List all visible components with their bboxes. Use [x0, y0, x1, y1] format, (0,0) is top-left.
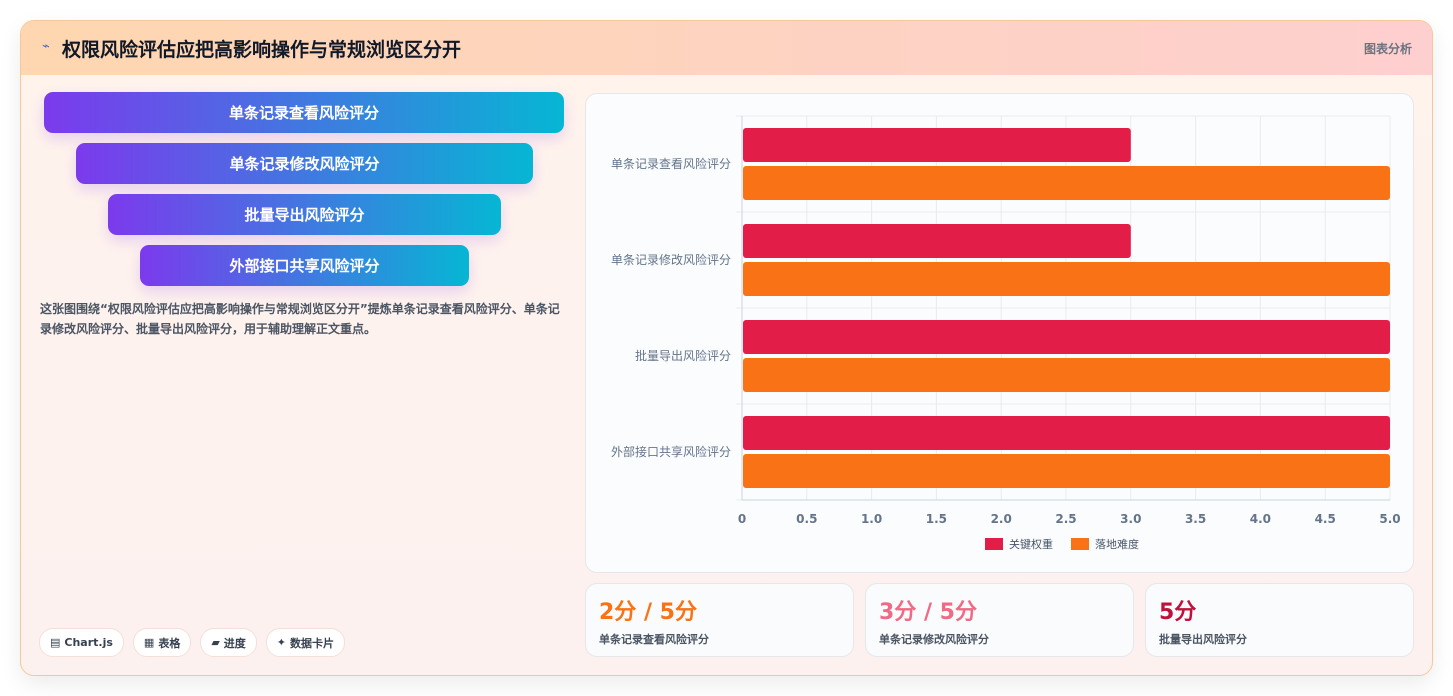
sparkle-icon: ⌁ [42, 39, 50, 54]
x-tick-label: 2.0 [991, 512, 1012, 526]
bar-chart-panel: 0 0.5 1.0 1.5 2.0 2.5 3.0 3.5 4.0 4.5 5.0 单条记录查看风险评… [585, 93, 1414, 573]
legend-swatch [1071, 538, 1089, 550]
legend-label: 关键权重 [1009, 537, 1053, 551]
page-title: 权限风险评估应把高影响操作与常规浏览区分开 [62, 39, 462, 61]
legend-swatch [985, 538, 1003, 550]
stat-value: 5分 [1159, 600, 1197, 625]
stat-label: 单条记录修改风险评分 [879, 633, 989, 646]
stat-card-2: 3分 / 5分 单条记录修改风险评分 [865, 583, 1134, 657]
progress-icon: ▰ [211, 636, 220, 649]
x-tick-label: 1.5 [926, 512, 947, 526]
stat-card-1: 2分 / 5分 单条记录查看风险评分 [585, 583, 854, 657]
funnel-step-4: 外部接口共享风险评分 [140, 245, 469, 286]
bar-difficulty [743, 262, 1390, 296]
tag-table[interactable]: ▦ 表格 [132, 628, 192, 657]
bar-weight [743, 224, 1131, 258]
x-tick-label: 0 [738, 512, 746, 526]
bar-weight [743, 416, 1390, 450]
x-tick-label: 3.5 [1185, 512, 1206, 526]
stat-label: 单条记录查看风险评分 [599, 633, 709, 646]
tag-data-card[interactable]: ✦ 数据卡片 [265, 628, 346, 657]
y-tick-label: 批量导出风险评分 [635, 348, 731, 363]
x-tick-label: 5.0 [1379, 512, 1400, 526]
legend-label: 落地难度 [1095, 537, 1139, 551]
x-tick-label: 2.5 [1055, 512, 1076, 526]
bar-difficulty [743, 454, 1390, 488]
bar-chart: 0 0.5 1.0 1.5 2.0 2.5 3.0 3.5 4.0 4.5 5.0 单条记录查看风险评… [611, 115, 1401, 551]
stat-value: 3分 / 5分 [879, 600, 977, 625]
stat-card-3: 5分 批量导出风险评分 [1145, 583, 1414, 657]
x-tick-label: 0.5 [796, 512, 817, 526]
stat-label: 批量导出风险评分 [1159, 633, 1247, 646]
funnel-step-1: 单条记录查看风险评分 [44, 92, 564, 133]
bar-weight [743, 128, 1131, 162]
tag-label: 表格 [158, 636, 181, 650]
feature-tags: ▤ Chart.js ▦ 表格 ▰ 进度 ✦ 数据卡片 [39, 628, 346, 657]
table-icon: ▦ [143, 636, 155, 649]
bar-difficulty [743, 358, 1390, 392]
chart-icon: ▤ [50, 636, 61, 649]
tag-chartjs[interactable]: ▤ Chart.js [39, 628, 124, 657]
funnel-step-3: 批量导出风险评分 [108, 194, 501, 235]
y-tick-label: 单条记录修改风险评分 [611, 252, 731, 267]
data-card-icon: ✦ [276, 636, 287, 649]
x-tick-label: 4.0 [1250, 512, 1271, 526]
main-card: ⌁ 权限风险评估应把高影响操作与常规浏览区分开 图表分析 单条记录查看风险评分 … [20, 20, 1433, 676]
tag-label: 进度 [223, 636, 246, 650]
y-tick-label: 单条记录查看风险评分 [611, 156, 731, 171]
tag-progress[interactable]: ▰ 进度 [200, 628, 257, 657]
funnel-step-2: 单条记录修改风险评分 [76, 143, 533, 184]
x-tick-label: 3.0 [1120, 512, 1141, 526]
chart-description: 这张图围绕“权限风险评估应把高影响操作与常规浏览区分开”提炼单条记录查看风险评分… [40, 302, 560, 336]
x-tick-label: 4.5 [1315, 512, 1336, 526]
bar-difficulty [743, 166, 1390, 200]
tag-label: Chart.js [64, 636, 113, 649]
tag-label: 数据卡片 [290, 636, 335, 650]
stat-value: 2分 / 5分 [599, 600, 697, 625]
y-tick-label: 外部接口共享风险评分 [611, 444, 731, 459]
chart-analysis-link[interactable]: 图表分析 [1363, 42, 1412, 56]
x-tick-label: 1.0 [861, 512, 882, 526]
card-header: ⌁ 权限风险评估应把高影响操作与常规浏览区分开 图表分析 [21, 21, 1432, 75]
bar-weight [743, 320, 1390, 354]
